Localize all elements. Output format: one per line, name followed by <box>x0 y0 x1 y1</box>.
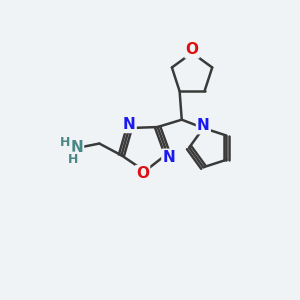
Text: N: N <box>162 150 175 165</box>
Text: O: O <box>186 42 199 57</box>
Text: N: N <box>70 140 83 155</box>
Text: H: H <box>68 153 78 166</box>
Text: O: O <box>136 166 149 181</box>
Text: N: N <box>123 117 136 132</box>
Text: N: N <box>197 118 210 133</box>
Text: H: H <box>60 136 70 149</box>
